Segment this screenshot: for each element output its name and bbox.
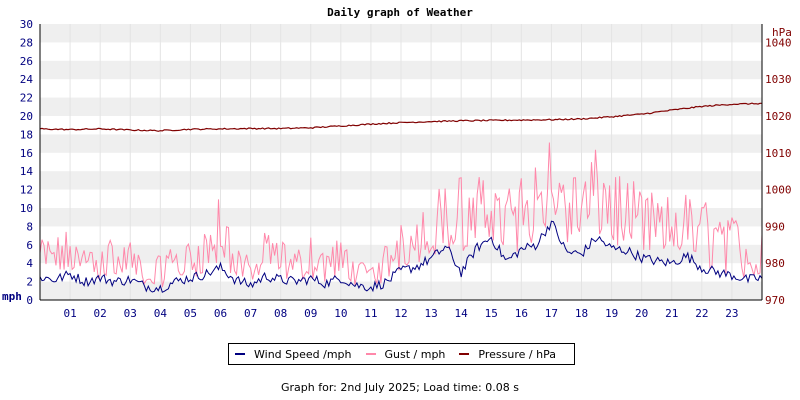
x-tick: 05	[184, 307, 197, 320]
x-tick: 02	[94, 307, 107, 320]
x-tick: 20	[635, 307, 648, 320]
x-tick: 15	[485, 307, 498, 320]
x-tick: 04	[154, 307, 168, 320]
x-tick: 03	[124, 307, 137, 320]
y-tick-left: 6	[26, 239, 33, 252]
x-tick: 01	[63, 307, 76, 320]
x-tick: 17	[545, 307, 558, 320]
x-tick: 19	[605, 307, 618, 320]
y-tick-left: 24	[20, 73, 34, 86]
x-tick: 08	[274, 307, 287, 320]
y-tick-right: 1000	[765, 184, 792, 197]
y-axis-label-right: hPa	[772, 26, 792, 39]
x-tick: 11	[364, 307, 377, 320]
legend-item-pressure: Pressure / hPa	[459, 348, 556, 361]
y-tick-right: 970	[765, 294, 785, 307]
legend-label-wind: Wind Speed /mph	[254, 347, 352, 361]
legend-item-wind: Wind Speed /mph	[235, 348, 352, 361]
y-tick-left: 22	[20, 92, 33, 105]
legend-swatch-gust	[365, 353, 376, 355]
y-tick-left: 30	[20, 18, 33, 31]
x-tick: 16	[515, 307, 528, 320]
y-tick-left: 20	[20, 110, 33, 123]
y-tick-left: 0	[26, 294, 33, 307]
y-tick-right: 1010	[765, 147, 792, 160]
legend: Wind Speed /mph Gust / mph Pressure / hP…	[228, 343, 575, 365]
x-tick: 12	[394, 307, 407, 320]
y-tick-left: 18	[20, 128, 33, 141]
y-tick-left: 28	[20, 36, 33, 49]
y-tick-left: 26	[20, 55, 33, 68]
x-tick: 06	[214, 307, 227, 320]
y-tick-right: 1040	[765, 36, 792, 49]
y-axis-label-left: mph	[2, 290, 22, 303]
y-tick-left: 16	[20, 147, 33, 160]
legend-swatch-wind	[235, 353, 245, 355]
footer-status: Graph for: 2nd July 2025; Load time: 0.0…	[281, 381, 519, 394]
x-tick: 21	[665, 307, 678, 320]
legend-label-gust: Gust / mph	[384, 347, 446, 361]
y-tick-left: 8	[26, 220, 33, 233]
x-tick: 23	[725, 307, 738, 320]
y-tick-left: 14	[20, 165, 34, 178]
y-tick-right: 990	[765, 220, 785, 233]
legend-label-pressure: Pressure / hPa	[478, 347, 556, 361]
x-tick: 09	[304, 307, 317, 320]
series-line-gust	[39, 142, 763, 288]
legend-swatch-pressure	[459, 353, 470, 355]
y-tick-right: 1020	[765, 110, 792, 123]
y-tick-left: 2	[26, 276, 33, 289]
y-tick-right: 1030	[765, 73, 792, 86]
x-tick: 22	[695, 307, 708, 320]
x-tick: 10	[334, 307, 347, 320]
legend-item-gust: Gust / mph	[365, 347, 446, 361]
chart-title: Daily graph of Weather	[327, 6, 473, 19]
x-tick: 07	[244, 307, 257, 320]
y-tick-right: 980	[765, 257, 785, 270]
x-tick: 18	[575, 307, 588, 320]
y-tick-left: 4	[26, 257, 33, 270]
x-tick: 14	[455, 307, 469, 320]
x-tick: 13	[424, 307, 437, 320]
y-tick-left: 10	[20, 202, 33, 215]
y-tick-left: 12	[20, 184, 33, 197]
series-line-pressure	[39, 102, 762, 132]
series-line-wind	[39, 220, 763, 293]
